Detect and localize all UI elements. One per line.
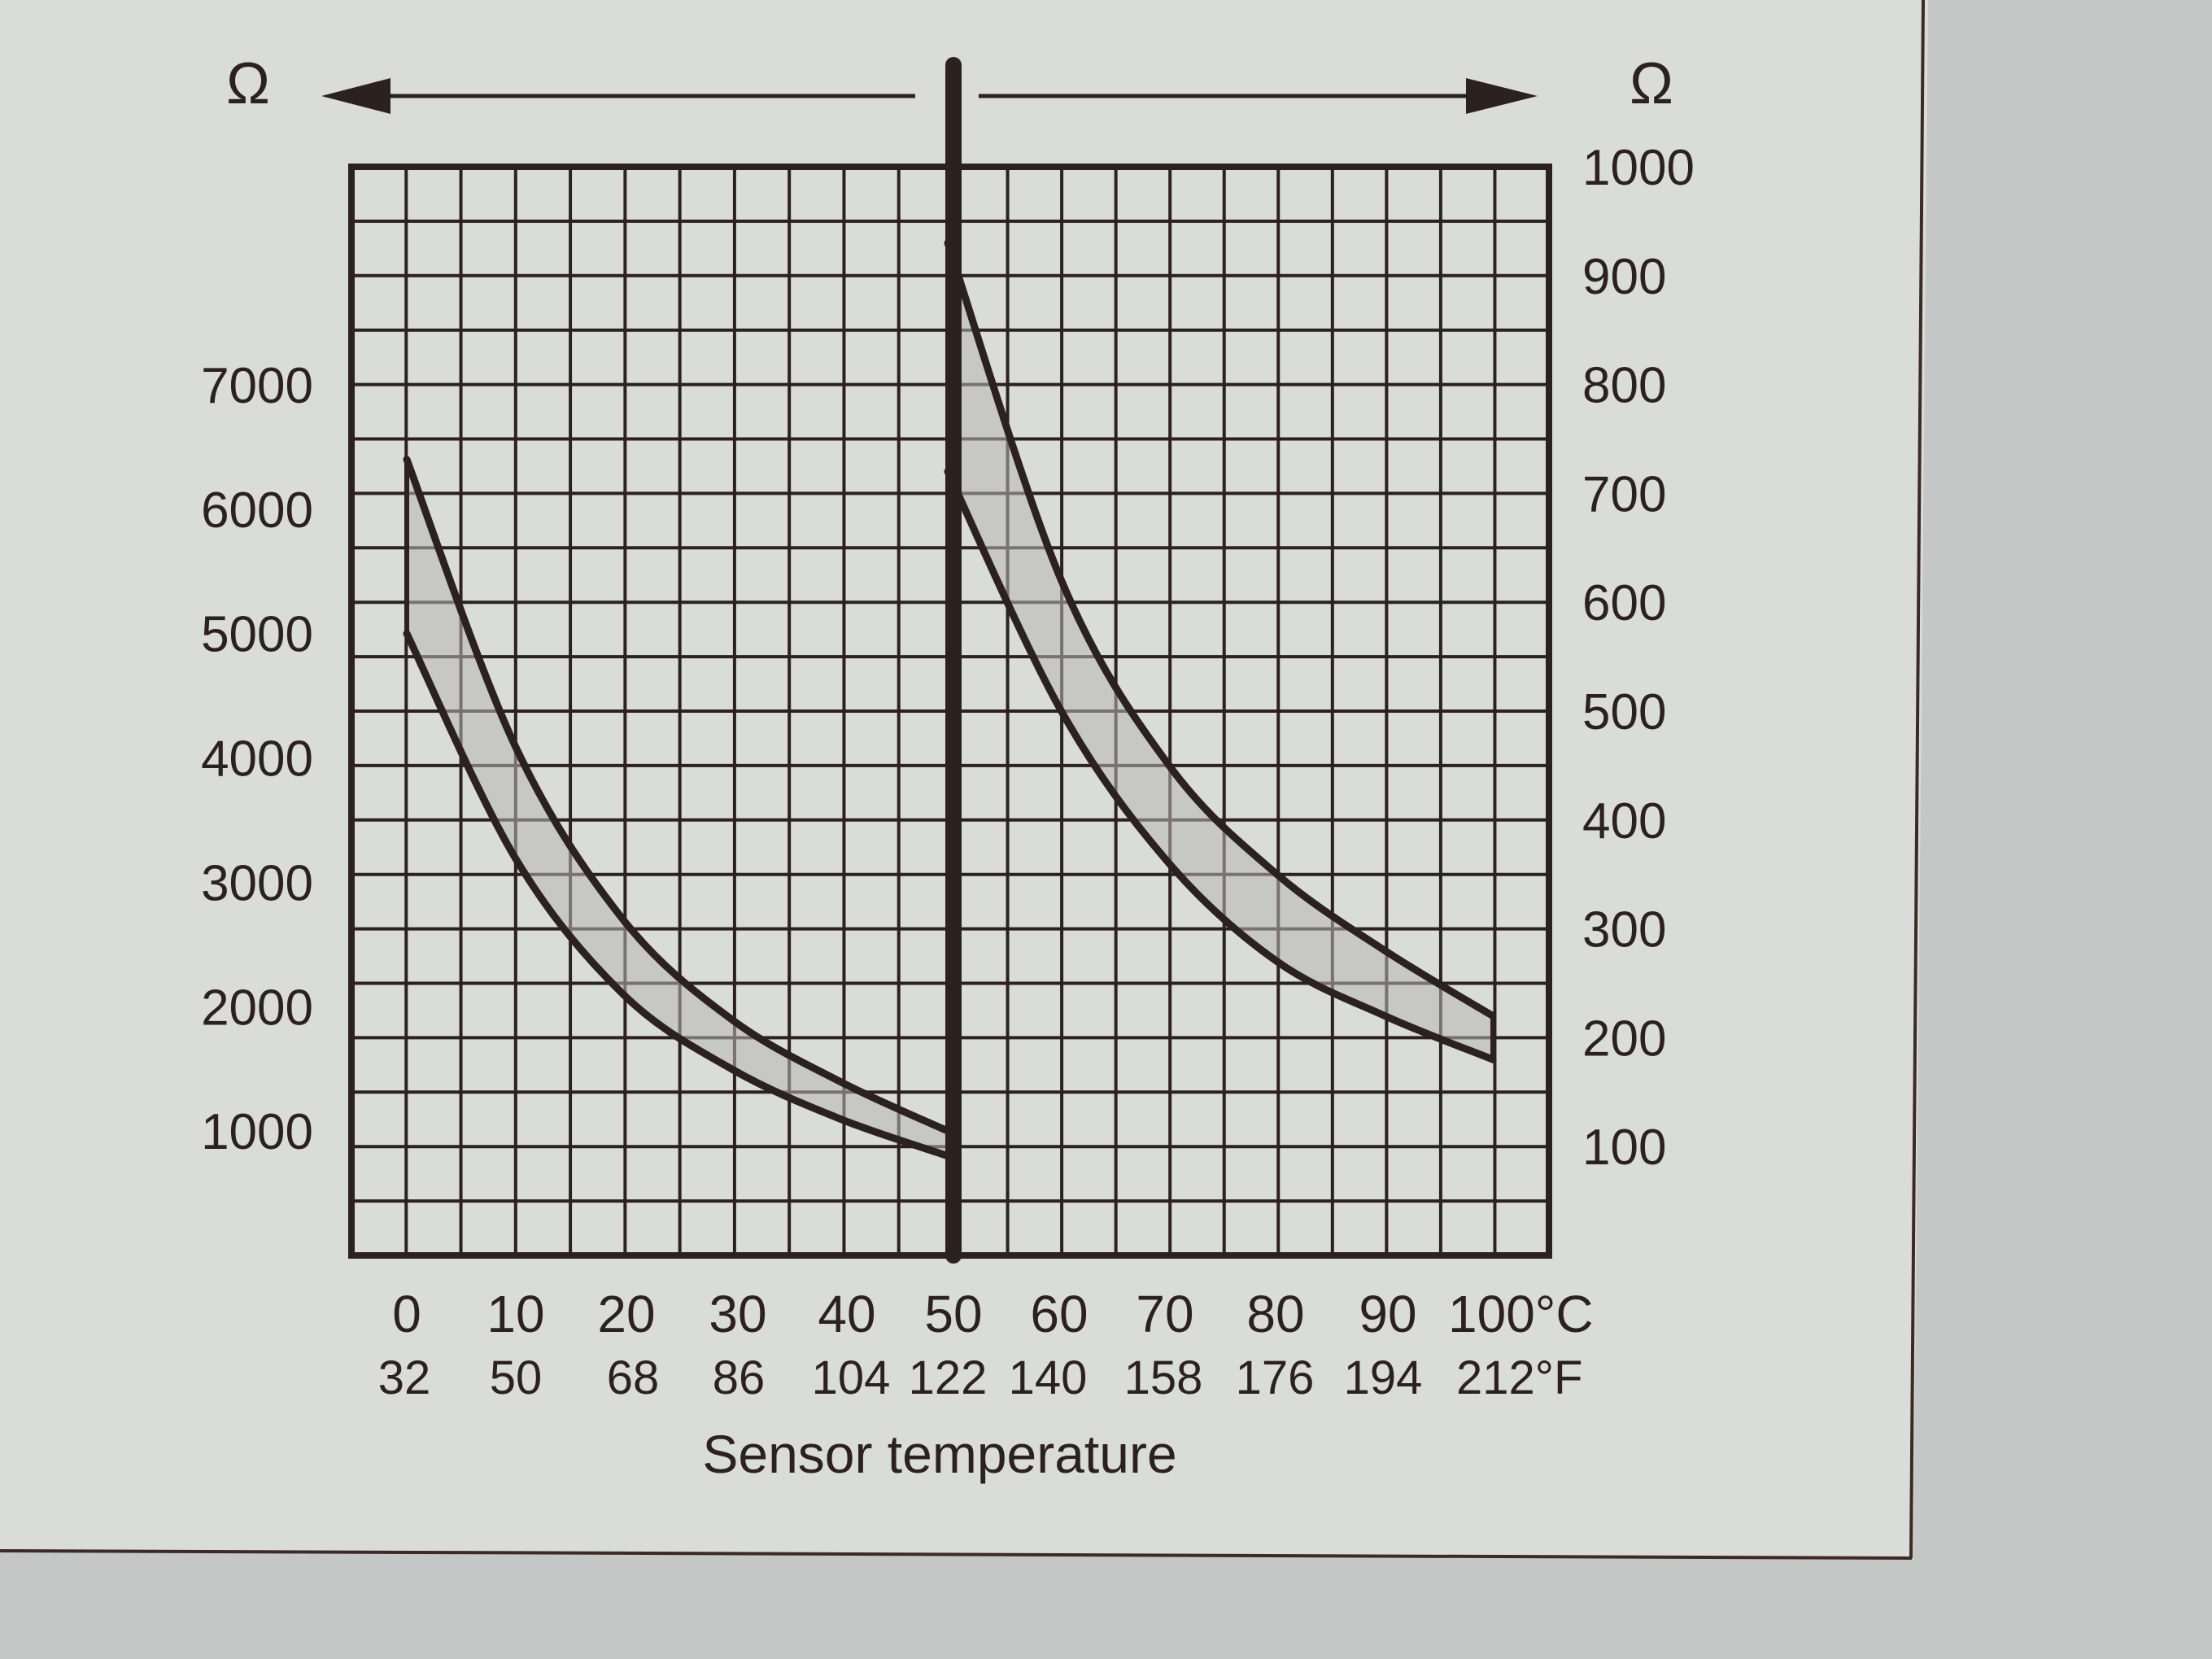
x-tick-label-celsius: 0 — [392, 1285, 421, 1343]
x-tick-label-fahrenheit: 176 — [1236, 1351, 1315, 1404]
band-left — [407, 459, 948, 1156]
left-axis-tick-label: 6000 — [201, 482, 313, 539]
right-axis-tick-label: 100 — [1582, 1120, 1666, 1176]
curve-left-lower — [403, 630, 952, 1160]
left-axis-tick-label: 2000 — [201, 980, 313, 1036]
right-axis-arrow — [979, 78, 1538, 114]
right-axis-tick-label: 700 — [1582, 466, 1666, 522]
left-axis-arrow — [321, 78, 915, 114]
x-tick-label-celsius: 90 — [1359, 1285, 1416, 1343]
right-axis-tick-label: 200 — [1582, 1011, 1666, 1067]
x-tick-label-fahrenheit: 158 — [1124, 1351, 1203, 1404]
x-tick-label-celsius: 40 — [818, 1285, 875, 1343]
curve-right-lower — [944, 468, 1497, 1063]
page-border-bottom — [0, 1549, 1913, 1560]
left-axis-tick-label: 7000 — [201, 358, 313, 414]
x-tick-label-fahrenheit: 140 — [1009, 1351, 1088, 1404]
left-axis-tick-label: 3000 — [201, 855, 313, 911]
curve-right-upper — [944, 239, 1497, 1020]
right-axis-tick-label: 300 — [1582, 902, 1666, 958]
x-tick-label-celsius: 20 — [597, 1285, 655, 1343]
right-axis-tick-label: 400 — [1582, 793, 1666, 849]
right-axis-tick-label: 500 — [1582, 684, 1666, 740]
x-tick-label-celsius: 30 — [709, 1285, 766, 1343]
x-tick-label-fahrenheit: 194 — [1344, 1351, 1423, 1404]
left-axis-tick-label: 4000 — [201, 731, 313, 788]
tolerance-bands — [407, 242, 1493, 1156]
curve-left-upper — [403, 456, 952, 1135]
right-axis-tick-label: 1000 — [1582, 140, 1695, 196]
x-tick-label-celsius: 10 — [486, 1285, 544, 1343]
plot-frame — [348, 57, 1552, 1264]
x-tick-label-fahrenheit: 212°F — [1456, 1351, 1582, 1404]
x-tick-label-celsius: 60 — [1030, 1285, 1088, 1343]
left-axis-unit-label: Ω — [226, 51, 270, 116]
x-tick-label-fahrenheit: 86 — [713, 1351, 766, 1404]
x-tick-label-celsius: 100°C — [1448, 1285, 1594, 1343]
tick-labels: 7000600050004000300020001000100090080070… — [201, 140, 1695, 1404]
right-axis-tick-label: 600 — [1582, 575, 1666, 631]
paper-page — [0, 0, 1928, 1558]
page-border-right — [1909, 0, 1925, 1559]
x-tick-label-fahrenheit: 68 — [607, 1351, 660, 1404]
left-axis-tick-label: 5000 — [201, 607, 313, 663]
x-tick-label-celsius: 80 — [1246, 1285, 1304, 1343]
x-tick-label-celsius: 50 — [924, 1285, 982, 1343]
right-axis-tick-label: 900 — [1582, 249, 1666, 305]
x-tick-label-fahrenheit: 104 — [812, 1351, 891, 1404]
x-tick-label-celsius: 70 — [1136, 1285, 1193, 1343]
band-right — [948, 242, 1493, 1060]
x-tick-label-fahrenheit: 32 — [378, 1351, 431, 1404]
left-axis-tick-label: 1000 — [201, 1104, 313, 1160]
x-axis-label: Sensor temperature — [702, 1424, 1176, 1484]
right-axis-unit-label: Ω — [1630, 51, 1673, 116]
x-tick-label-fahrenheit: 122 — [909, 1351, 988, 1404]
right-axis-tick-label: 800 — [1582, 358, 1666, 414]
x-tick-label-fahrenheit: 50 — [490, 1351, 543, 1404]
